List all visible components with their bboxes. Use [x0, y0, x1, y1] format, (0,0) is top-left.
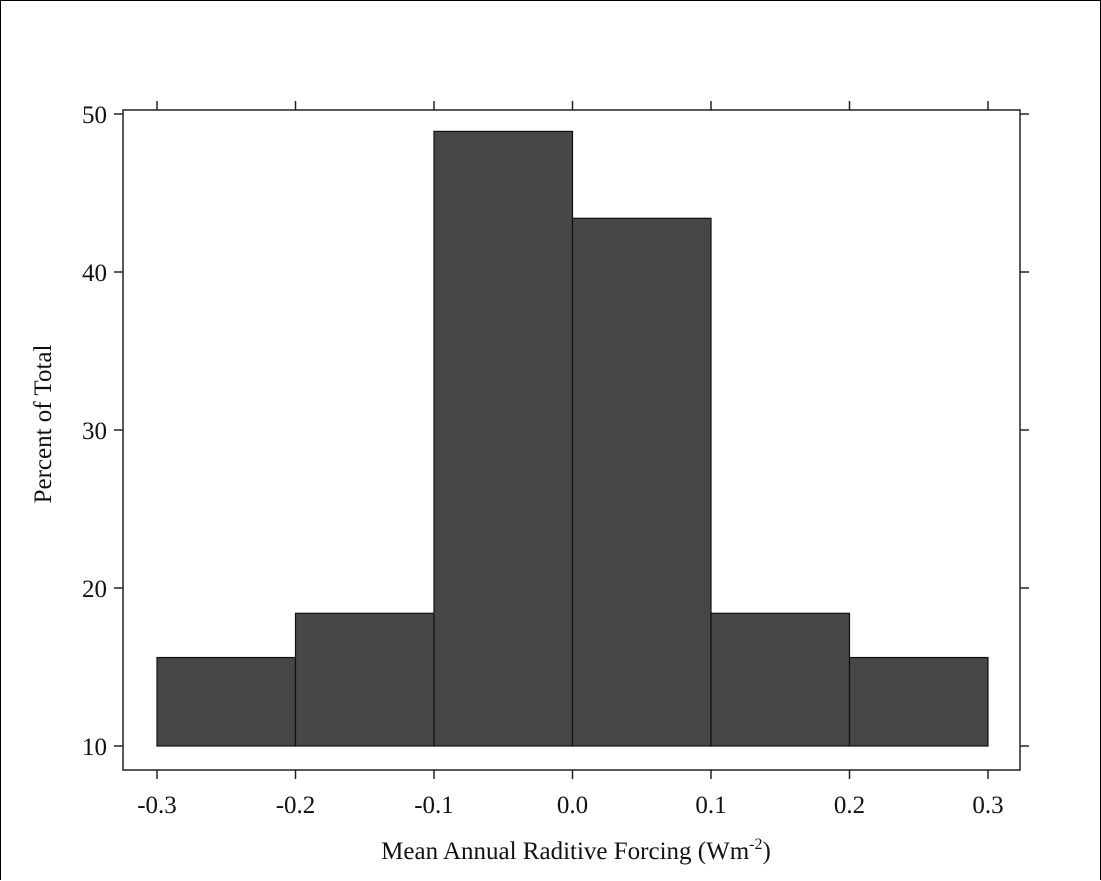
histogram-bar-4: [710, 612, 851, 747]
plot-frame: [122, 109, 1021, 771]
histogram-bar-3: [571, 217, 712, 747]
histogram-bar-2: [433, 130, 574, 747]
histogram-bar-0: [156, 656, 297, 747]
y-axis: 10 20 30 40 50: [82, 102, 1029, 761]
x-tick-label-6: 0.3: [972, 792, 1003, 819]
y-axis-title: Percent of Total: [30, 345, 57, 504]
x-axis-title: Mean Annual Raditive Forcing (Wm-2): [381, 836, 771, 865]
y-tick-label-3: 40: [82, 260, 107, 287]
x-tick-label-0: -0.3: [137, 792, 177, 819]
x-tick-label-5: 0.2: [834, 792, 865, 819]
x-tick-label-3: 0.0: [557, 792, 588, 819]
x-tick-label-1: -0.2: [276, 792, 316, 819]
histogram-bar-1: [294, 612, 435, 747]
y-tick-label-0: 10: [82, 734, 107, 761]
x-axis-title-main: Mean Annual Raditive Forcing (Wm: [381, 838, 750, 865]
y-tick-label-1: 20: [82, 576, 107, 603]
y-tick-label-2: 30: [82, 418, 107, 445]
histogram-bar-5: [848, 656, 989, 747]
x-axis: -0.3 -0.2 -0.1 0.0 0.1 0.2 0.3: [137, 101, 1004, 819]
x-axis-title-sup: -2: [749, 836, 762, 853]
y-tick-label-4: 50: [82, 102, 107, 129]
bars-group: [156, 130, 989, 747]
x-tick-label-2: -0.1: [414, 792, 454, 819]
x-tick-label-4: 0.1: [695, 792, 726, 819]
x-axis-title-end: ): [762, 838, 770, 865]
